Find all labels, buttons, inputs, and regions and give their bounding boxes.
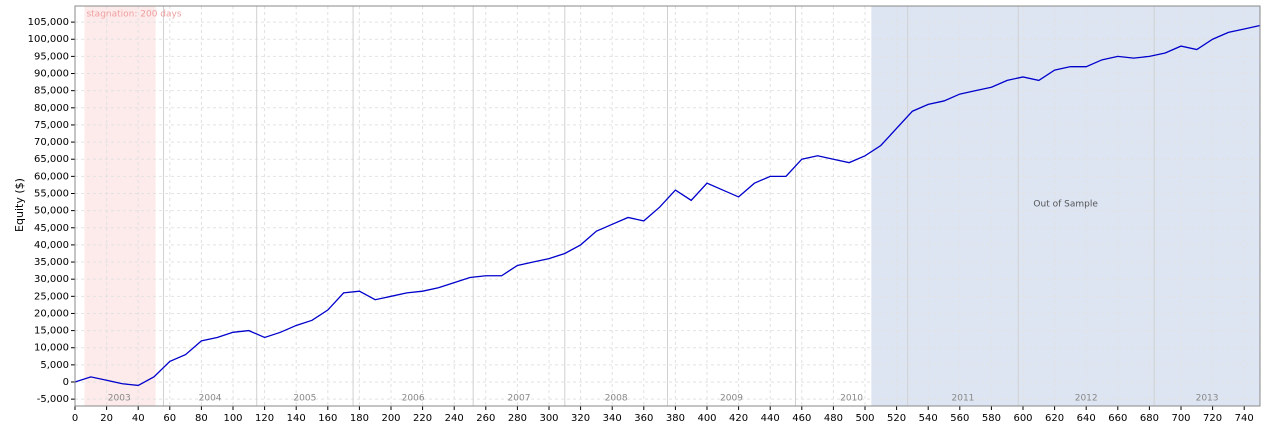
x-tick-label: 300: [539, 413, 558, 424]
x-tick-label: 400: [697, 413, 716, 424]
y-tick-label: 65,000: [34, 154, 69, 165]
x-tick-label: 0: [72, 413, 78, 424]
y-tick-label: 5,000: [40, 360, 69, 371]
x-tick-label: 420: [729, 413, 748, 424]
x-tick-label: 440: [761, 413, 780, 424]
year-label: 2006: [402, 394, 425, 404]
equity-line: [74, 24, 1261, 387]
y-tick-label: -5,000: [37, 394, 69, 405]
x-tick-label: 100: [223, 413, 242, 424]
x-tick-label: 720: [1203, 413, 1222, 424]
y-tick-label: 95,000: [34, 51, 69, 62]
y-tick-label: 60,000: [34, 171, 69, 182]
x-tick-label: 140: [287, 413, 306, 424]
y-tick-label: 85,000: [34, 86, 69, 97]
stagnation-label: stagnation: 200 days: [86, 10, 181, 20]
x-tick-label: 500: [855, 413, 874, 424]
x-tick-label: 280: [508, 413, 527, 424]
y-tick-label: 90,000: [34, 69, 69, 80]
year-label: 2009: [720, 394, 743, 404]
year-label: 2004: [199, 394, 222, 404]
x-tick-label: 380: [666, 413, 685, 424]
x-tick-label: 680: [1140, 413, 1159, 424]
year-label: 2011: [952, 394, 975, 404]
x-tick-label: 640: [1077, 413, 1096, 424]
x-tick-label: 340: [603, 413, 622, 424]
x-tick-label: 740: [1235, 413, 1254, 424]
y-tick-label: 75,000: [34, 120, 69, 131]
stagnation-region: [84, 6, 156, 406]
x-tick-label: 480: [824, 413, 843, 424]
x-tick-label: 180: [350, 413, 369, 424]
year-label: 2012: [1075, 394, 1098, 404]
y-tick-label: 100,000: [28, 34, 69, 45]
out-of-sample-label: Out of Sample: [1033, 199, 1098, 209]
y-tick-label: 45,000: [34, 223, 69, 234]
y-tick-label: 35,000: [34, 257, 69, 268]
y-tick-label: 40,000: [34, 240, 69, 251]
y-tick-label: 15,000: [34, 326, 69, 337]
x-tick-label: 240: [445, 413, 464, 424]
year-label: 2010: [840, 394, 863, 404]
year-label: 2003: [108, 394, 131, 404]
x-tick-label: 40: [132, 413, 145, 424]
x-tick-label: 700: [1171, 413, 1190, 424]
y-tick-label: 50,000: [34, 206, 69, 217]
x-tick-label: 160: [318, 413, 337, 424]
x-tick-label: 600: [1013, 413, 1032, 424]
y-axis-label: Equity ($): [13, 178, 26, 232]
y-tick-label: 10,000: [34, 343, 69, 354]
y-tick-label: 30,000: [34, 274, 69, 285]
year-label: 2007: [508, 394, 531, 404]
x-tick-label: 580: [982, 413, 1001, 424]
x-tick-label: 260: [476, 413, 495, 424]
x-tick-label: 220: [413, 413, 432, 424]
x-tick-label: 660: [1108, 413, 1127, 424]
x-tick-label: 520: [887, 413, 906, 424]
x-tick-label: 200: [381, 413, 400, 424]
y-tick-label: 70,000: [34, 137, 69, 148]
year-label: 2008: [605, 394, 628, 404]
y-tick-label: 105,000: [28, 17, 69, 28]
y-tick-label: 25,000: [34, 291, 69, 302]
year-label: 2005: [293, 394, 316, 404]
x-tick-label: 540: [919, 413, 938, 424]
x-tick-label: 360: [634, 413, 653, 424]
x-tick-label: 80: [195, 413, 208, 424]
out-of-sample-region: [871, 6, 1260, 406]
x-tick-label: 60: [163, 413, 176, 424]
x-tick-label: 320: [571, 413, 590, 424]
year-label: 2013: [1196, 394, 1219, 404]
x-tick-label: 620: [1045, 413, 1064, 424]
y-tick-label: 80,000: [34, 103, 69, 114]
y-tick-label: 20,000: [34, 308, 69, 319]
y-tick-label: 0: [63, 377, 69, 388]
plot-border: [74, 5, 1261, 407]
x-tick-label: 460: [792, 413, 811, 424]
x-tick-label: 560: [950, 413, 969, 424]
y-tick-label: 55,000: [34, 188, 69, 199]
x-tick-label: 120: [255, 413, 274, 424]
x-tick-label: 20: [100, 413, 113, 424]
